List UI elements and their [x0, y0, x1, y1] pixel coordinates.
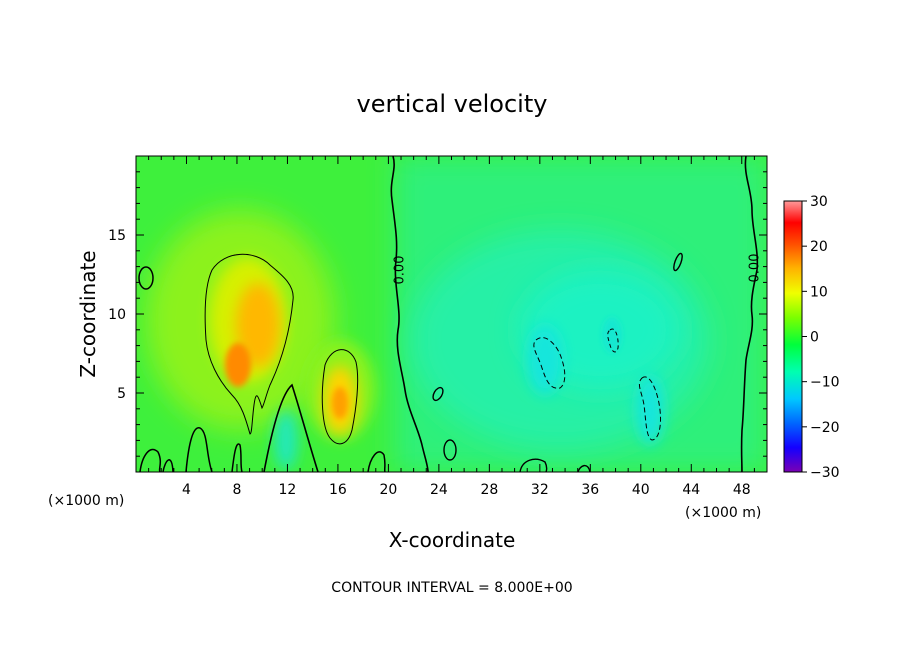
zero-contour-right — [740, 156, 759, 472]
downdraft-core-2 — [636, 375, 664, 445]
x-tick-label: 32 — [531, 482, 549, 498]
zero-contour-central — [390, 156, 429, 472]
zero-contour-ground-3 — [185, 427, 213, 472]
colorbar-tick-label: 20 — [810, 239, 828, 255]
x-tick-label: 40 — [632, 482, 650, 498]
zero-contour-ground-8 — [577, 464, 591, 472]
x-tick-label: 12 — [279, 482, 297, 498]
colorbar-tick-label: 10 — [810, 284, 828, 300]
zero-contour-loop-2 — [432, 386, 444, 402]
x-tick-label: 44 — [682, 482, 700, 498]
y-tick-label: 5 — [117, 386, 126, 402]
downdraft-contour-3 — [607, 328, 619, 353]
zero-contour-ground-5 — [263, 383, 319, 472]
updraft-orange-1 — [236, 283, 280, 367]
velocity-field — [136, 156, 767, 472]
downdraft-contour-2 — [638, 376, 661, 441]
x-tick-label: 16 — [329, 482, 347, 498]
colorbar-gradient — [783, 200, 803, 473]
x-unit-right: (×1000 m) — [685, 505, 761, 521]
x-tick-label: 48 — [733, 482, 751, 498]
zero-contour-ground-7 — [519, 458, 548, 472]
field-cyan-low — [274, 410, 298, 470]
updraft-contour-8-left — [204, 253, 294, 435]
contours — [138, 156, 759, 472]
colorbar-tick-label: 30 — [810, 194, 828, 210]
zero-contour-ground-1 — [139, 448, 162, 472]
zero-contour-loop-4 — [673, 252, 683, 272]
colorbar-tick-label: −30 — [810, 465, 840, 481]
chart-title: vertical velocity — [357, 90, 548, 118]
zero-contour-ground-2 — [162, 459, 174, 472]
downdraft-core-3 — [602, 317, 622, 353]
x-tick-label: 4 — [182, 482, 191, 498]
contour-label-right: 0.00 — [748, 254, 763, 283]
zero-contour-loop-3 — [443, 439, 457, 461]
x-tick-label: 8 — [232, 482, 241, 498]
colorbar-tick-label: −10 — [810, 375, 840, 391]
downdraft-contour-1 — [533, 337, 566, 389]
zero-contour-ground-4 — [231, 443, 243, 472]
updraft-orange-2 — [225, 343, 251, 387]
x-axis-label: X-coordinate — [389, 528, 516, 552]
y-tick-label: 10 — [108, 307, 126, 323]
updraft-orange-3 — [332, 387, 348, 419]
contour-interval-note: CONTOUR INTERVAL = 8.000E+00 — [331, 580, 572, 596]
x-tick-label: 36 — [581, 482, 599, 498]
zero-contour-ground-6 — [367, 451, 386, 472]
colorbar-tick-label: 0 — [810, 330, 819, 346]
x-tick-label: 24 — [430, 482, 448, 498]
colorbar: 30 20 10 0 −10 −20 −30 — [783, 194, 840, 481]
y-tick-label: 15 — [108, 228, 126, 244]
colorbar-tick-label: −20 — [810, 420, 840, 436]
zero-contour-loop-1 — [138, 266, 154, 290]
x-unit-left: (×1000 m) — [48, 493, 124, 509]
x-tick-label: 28 — [480, 482, 498, 498]
contour-label-central: 0.00 — [393, 256, 408, 285]
y-axis-label: Z-coordinate — [76, 250, 100, 377]
x-tick-label: 20 — [379, 482, 397, 498]
downdraft-core-1 — [527, 325, 563, 395]
updraft-contour-8-right — [321, 349, 359, 445]
